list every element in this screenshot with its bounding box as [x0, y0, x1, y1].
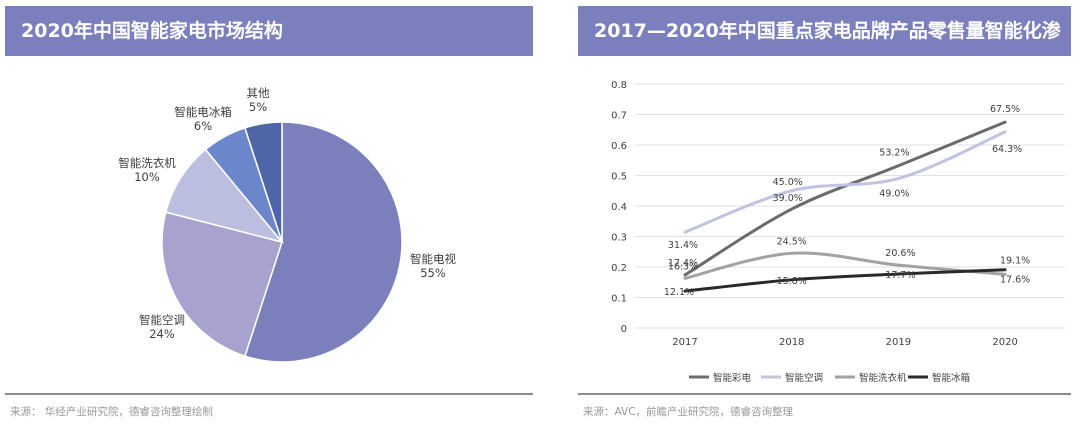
pie-slice — [161, 211, 283, 358]
pie-slice-value: 24% — [149, 327, 175, 341]
data-label: 17.4% — [668, 258, 698, 269]
pie-slice-value: 5% — [249, 100, 267, 114]
y-tick-label: 0.1 — [611, 294, 627, 305]
x-tick-label: 2019 — [886, 337, 911, 348]
pie-chart-source: 来源： 华经产业研究院，德睿咨询整理绘制 — [10, 406, 213, 418]
series-line — [683, 268, 1007, 293]
pie-slice-name: 智能电视 — [410, 252, 456, 266]
data-label: 39.0% — [773, 193, 803, 204]
y-tick-label: 0.5 — [611, 172, 627, 183]
pie-slice — [243, 121, 403, 363]
pie-slice — [164, 148, 285, 244]
legend-label: 智能冰箱 — [932, 372, 970, 384]
data-label: 49.0% — [879, 189, 909, 200]
left-divider — [5, 393, 533, 395]
pie-slice — [243, 121, 283, 243]
data-label: 24.5% — [777, 236, 807, 247]
data-label: 17.7% — [885, 270, 915, 281]
pie-chart-panel: 2020年中国智能家电市场结构 智能电视 55% 智能空调 24% 智能洗衣机 10% 智能… — [5, 6, 533, 418]
right-divider — [578, 393, 1071, 395]
pie-slice-name: 智能电冰箱 — [174, 105, 232, 119]
line-chart-source: 来源：AVC，前瞻产业研究院，德睿咨询整理 — [583, 406, 794, 418]
y-tick-label: 0.8 — [611, 80, 627, 91]
pie-chart-title: 2020年中国智能家电市场结构 — [5, 6, 533, 56]
legend-label: 智能洗衣机 — [859, 372, 907, 384]
y-tick-label: 0.4 — [611, 202, 627, 213]
y-tick-label: 0 — [621, 324, 627, 335]
data-label: 19.1% — [1000, 256, 1030, 267]
line-chart: 0 0.1 0.2 0.3 0.4 0.5 0.6 0.7 0.8 2017 2018 2019 202… — [611, 80, 1065, 384]
data-label: 17.6% — [1000, 274, 1030, 285]
y-tick-label: 0.7 — [611, 111, 627, 122]
y-tick-label: 0.6 — [611, 141, 627, 152]
series-line — [683, 130, 1007, 234]
pie-slice-name: 智能空调 — [139, 313, 185, 327]
line-chart-panel: 2017—2020年中国重点家电品牌产品零售量智能化渗透率 0 0.1 0.2 0.3… — [575, 0, 1080, 430]
pie-slice-value: 10% — [134, 170, 160, 184]
data-label: 45.0% — [773, 177, 803, 188]
legend-label: 智能空调 — [785, 372, 823, 384]
data-label: 31.4% — [668, 240, 698, 251]
x-tick-label: 2020 — [992, 337, 1017, 348]
data-label: 53.2% — [879, 148, 909, 159]
data-label: 20.6% — [885, 248, 915, 259]
y-tick-label: 0.2 — [611, 263, 627, 274]
y-tick-label: 0.3 — [611, 233, 627, 244]
x-tick-label: 2017 — [672, 337, 697, 348]
data-label: 15.8% — [777, 276, 807, 287]
data-label: 12.1% — [664, 287, 694, 298]
data-label: 16.3% — [668, 261, 698, 272]
line-chart-title: 2017—2020年中国重点家电品牌产品零售量智能化渗透率 — [578, 6, 1071, 92]
x-tick-label: 2018 — [779, 337, 804, 348]
pie-slice-name: 智能洗衣机 — [118, 156, 176, 170]
series-line — [683, 120, 1007, 277]
pie-slice-value: 6% — [194, 119, 212, 133]
data-label: 67.5% — [990, 104, 1020, 115]
series-line — [683, 251, 1007, 280]
legend-label: 智能彩电 — [713, 372, 752, 384]
pie-slice-name: 其他 — [247, 86, 270, 100]
pie-slice-value: 55% — [420, 266, 446, 280]
data-label: 64.3% — [992, 144, 1022, 155]
